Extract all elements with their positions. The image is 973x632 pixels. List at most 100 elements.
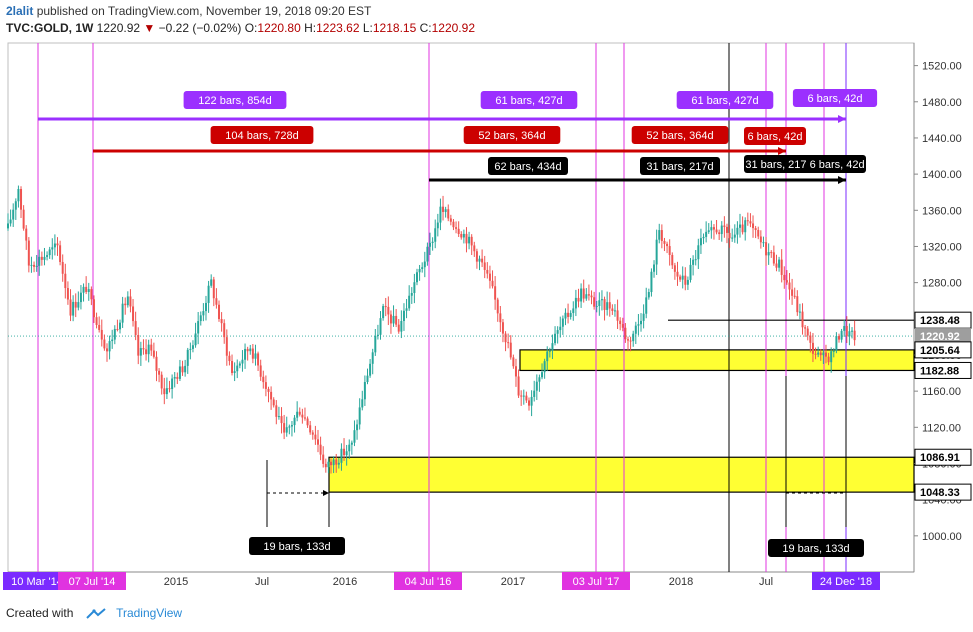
candle-body xyxy=(189,348,192,350)
measure-label-left: 19 bars, 133d xyxy=(263,541,330,553)
candle-body xyxy=(397,324,400,332)
candle-body xyxy=(501,322,504,334)
candle-body xyxy=(645,297,648,314)
time-tick-label: Jul xyxy=(255,576,269,588)
candle-body xyxy=(298,411,301,415)
candle-body xyxy=(35,265,38,267)
candle-body xyxy=(457,228,460,235)
candle-body xyxy=(725,226,728,233)
range-label-purple-1-bg xyxy=(183,91,287,109)
candle-body xyxy=(449,218,452,222)
candle-body xyxy=(689,264,692,280)
candle-body xyxy=(350,442,353,445)
candle-body xyxy=(650,271,653,293)
candle-body xyxy=(210,279,213,286)
candle-body xyxy=(356,424,359,431)
candle-body xyxy=(728,232,731,239)
candle-body xyxy=(207,285,210,303)
candle-body xyxy=(382,306,385,319)
candle-body xyxy=(785,280,788,283)
candle-body xyxy=(371,352,374,364)
range-label-black-3: 31 bars, 217 6 bars, 42d xyxy=(745,159,864,171)
down-arrow-icon: ▼ xyxy=(143,21,156,35)
candle-body xyxy=(733,234,736,238)
candle-body xyxy=(267,388,270,392)
candle-body xyxy=(137,334,140,356)
candle-body xyxy=(759,236,762,243)
candle-body xyxy=(780,259,783,275)
candle-body xyxy=(152,350,155,357)
candle-body xyxy=(108,341,111,352)
candle-body xyxy=(262,376,265,383)
created-with-text: Created with xyxy=(6,606,74,620)
range-label-black-1-bg xyxy=(488,157,568,175)
price-tag-label: 1086.91 xyxy=(920,452,960,464)
candle-body xyxy=(712,227,715,230)
candle-body xyxy=(567,312,570,317)
high-value: 1223.62 xyxy=(316,21,360,35)
candle-body xyxy=(520,395,523,397)
candle-body xyxy=(848,331,851,337)
candle-body xyxy=(392,315,395,324)
candle-body xyxy=(574,297,577,309)
candle-body xyxy=(541,372,544,378)
candle-body xyxy=(434,228,437,242)
range-arrow-black-head xyxy=(838,176,846,184)
candle-body xyxy=(374,335,377,353)
candle-body xyxy=(533,390,536,397)
candle-body xyxy=(277,416,280,418)
time-tick-label: 2018 xyxy=(669,576,693,588)
candle-body xyxy=(692,259,695,265)
candle-body xyxy=(264,382,267,389)
candle-body xyxy=(811,342,814,354)
candle-body xyxy=(754,228,757,230)
candle-body xyxy=(793,295,796,297)
candle-body xyxy=(421,267,424,270)
candle-body xyxy=(488,273,491,281)
candle-body xyxy=(796,296,799,313)
candle-body xyxy=(379,318,382,335)
candle-body xyxy=(53,243,56,248)
candle-body xyxy=(121,303,124,323)
candle-body xyxy=(512,357,515,367)
range-label-red-1: 104 bars, 728d xyxy=(225,130,298,142)
candle-body xyxy=(324,463,327,468)
price-tick-label: 1120.00 xyxy=(922,422,961,434)
candle-body xyxy=(666,243,669,247)
candle-body xyxy=(447,209,450,219)
symbol-label[interactable]: TVC:GOLD, 1W xyxy=(6,21,94,35)
candle-body xyxy=(608,302,611,309)
candle-body xyxy=(720,225,723,235)
range-label-black-3-bg xyxy=(744,155,866,173)
candle-body xyxy=(444,209,447,212)
candle-body xyxy=(546,351,549,362)
time-tick-label: 2015 xyxy=(164,576,188,588)
candle-body xyxy=(832,350,835,352)
footer: Created with TradingView xyxy=(6,606,182,620)
candle-body xyxy=(538,377,541,382)
candle-body xyxy=(168,388,171,390)
candle-body xyxy=(697,245,700,260)
price-tag-bg xyxy=(914,483,972,501)
candle-body xyxy=(51,247,54,250)
candle-body xyxy=(244,348,247,360)
candle-body xyxy=(746,220,749,222)
author-name[interactable]: 2lalit xyxy=(6,4,34,18)
price-tag-label: 1048.33 xyxy=(920,487,960,499)
candle-body xyxy=(564,312,567,319)
close-label: C: xyxy=(419,21,432,35)
candle-body xyxy=(572,308,575,314)
low-label: L: xyxy=(362,21,373,35)
time-tick-label: Jul xyxy=(759,576,773,588)
candle-body xyxy=(129,296,132,307)
candle-body xyxy=(311,432,314,435)
tradingview-brand[interactable]: TradingView xyxy=(116,606,183,620)
candle-body xyxy=(590,295,593,298)
candle-body xyxy=(843,326,846,331)
candle-body xyxy=(361,399,364,408)
candle-body xyxy=(676,271,679,277)
candle-body xyxy=(514,366,517,377)
candle-body xyxy=(462,233,465,238)
candle-body xyxy=(423,261,426,268)
